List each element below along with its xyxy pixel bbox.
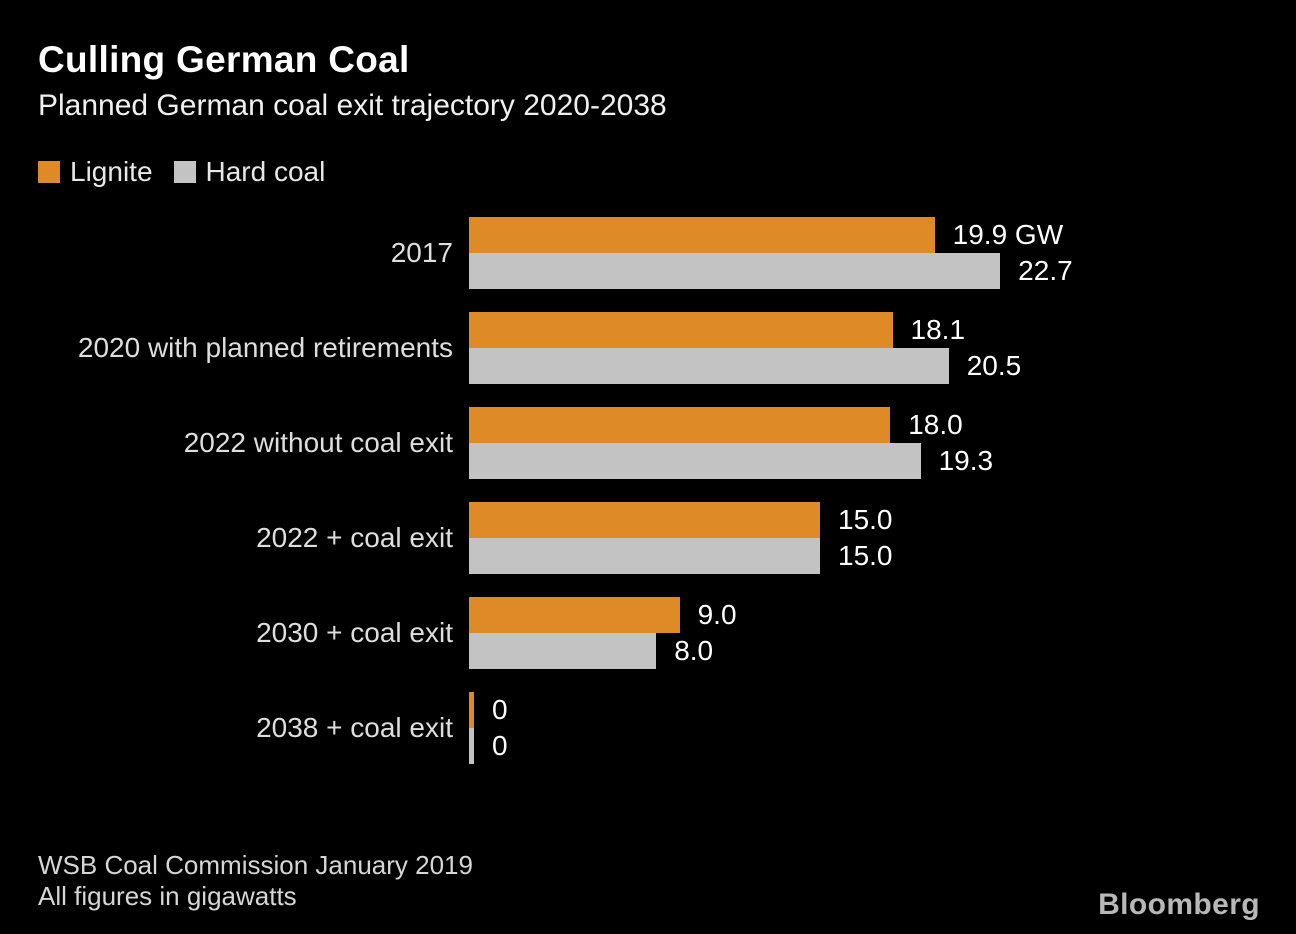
bar-pair: 18.0 19.3: [469, 406, 994, 479]
value-label: 0: [492, 693, 508, 725]
legend-item-lignite: Lignite: [38, 156, 153, 188]
unit-note: All figures in gigawatts: [38, 881, 297, 911]
value-label: 19.3: [938, 444, 994, 476]
hard-coal-row: 19.3: [469, 442, 994, 479]
source-note: WSB Coal Commission January 2019: [38, 850, 473, 880]
lignite-bar: [469, 216, 935, 253]
lignite-bar: [469, 691, 474, 728]
chart-title: Culling German Coal: [38, 39, 410, 80]
bar-pair: 19.9 GW 22.7: [469, 216, 1073, 289]
bar-group-2030-exit: 2030 + coal exit 9.0 8.0: [0, 596, 1296, 669]
hard-coal-row: 8.0: [469, 632, 737, 669]
value-label: 0: [492, 729, 508, 761]
hard-coal-swatch-icon: [173, 160, 196, 183]
hard-coal-row: 0: [469, 727, 508, 764]
chart-header: Culling German Coal Planned German coal …: [0, 0, 1296, 122]
lignite-row: 18.1: [469, 311, 1021, 348]
category-label: 2020 with planned retirements: [77, 331, 453, 363]
lignite-row: 19.9 GW: [469, 216, 1073, 253]
hard-coal-bar: [469, 347, 949, 384]
value-label: 9.0: [697, 598, 737, 630]
hard-coal-bar: [469, 252, 1001, 289]
hard-coal-bar: [469, 632, 657, 669]
bar-pair: 0 0: [469, 691, 508, 764]
lignite-bar: [469, 501, 820, 538]
bar-group-2017: 2017 19.9 GW 22.7: [0, 216, 1296, 289]
bar-group-2022-exit: 2022 + coal exit 15.0 15.0: [0, 501, 1296, 574]
hard-coal-row: 15.0: [469, 537, 893, 574]
category-label: 2038 + coal exit: [256, 711, 453, 743]
legend-item-hard-coal: Hard coal: [173, 155, 326, 188]
lignite-row: 18.0: [469, 406, 993, 443]
bar-pair: 15.0 15.0: [469, 501, 893, 574]
legend-label-lignite: Lignite: [70, 155, 153, 187]
bar-group-2020-retirements: 2020 with planned retirements 18.1 20.5: [0, 311, 1296, 384]
legend-label-hard-coal: Hard coal: [205, 155, 326, 187]
footer: WSB Coal Commission January 2019 All fig…: [38, 850, 473, 912]
bar-pair: 18.1 20.5: [469, 311, 1022, 384]
lignite-row: 15.0: [469, 501, 893, 538]
bar-pair: 9.0 8.0: [469, 596, 737, 669]
value-label: 15.0: [838, 503, 893, 535]
bar-group-2038-exit: 2038 + coal exit 0 0: [0, 691, 1296, 764]
value-label: 19.9 GW: [952, 218, 1064, 250]
category-label: 2022 without coal exit: [183, 426, 453, 458]
value-label: 22.7: [1018, 254, 1073, 286]
value-label: 20.5: [966, 349, 1022, 381]
category-label: 2030 + coal exit: [256, 616, 453, 648]
category-label: 2022 + coal exit: [256, 521, 453, 553]
lignite-bar: [469, 406, 891, 443]
lignite-row: 9.0: [469, 596, 737, 633]
bar-group-2022-no-exit: 2022 without coal exit 18.0 19.3: [0, 406, 1296, 479]
legend: Lignite Hard coal: [38, 156, 1296, 188]
lignite-bar: [469, 596, 680, 633]
hard-coal-bar: [469, 442, 921, 479]
hard-coal-row: 22.7: [469, 252, 1073, 289]
value-label: 18.0: [908, 408, 963, 440]
hard-coal-row: 20.5: [469, 347, 1022, 384]
bar-chart: 2017 19.9 GW 22.7 2020 with planned reti…: [0, 216, 1296, 764]
value-label: 8.0: [674, 634, 714, 666]
hard-coal-bar: [469, 537, 820, 574]
chart-subtitle: Planned German coal exit trajectory 2020…: [38, 88, 667, 122]
hard-coal-bar: [469, 727, 474, 764]
value-label: 15.0: [838, 539, 893, 571]
lignite-bar: [469, 311, 893, 348]
bloomberg-logo: Bloomberg: [1098, 888, 1260, 921]
lignite-swatch-icon: [38, 160, 60, 183]
value-label: 18.1: [910, 313, 966, 345]
category-label: 2017: [390, 236, 453, 268]
lignite-row: 0: [469, 691, 508, 728]
